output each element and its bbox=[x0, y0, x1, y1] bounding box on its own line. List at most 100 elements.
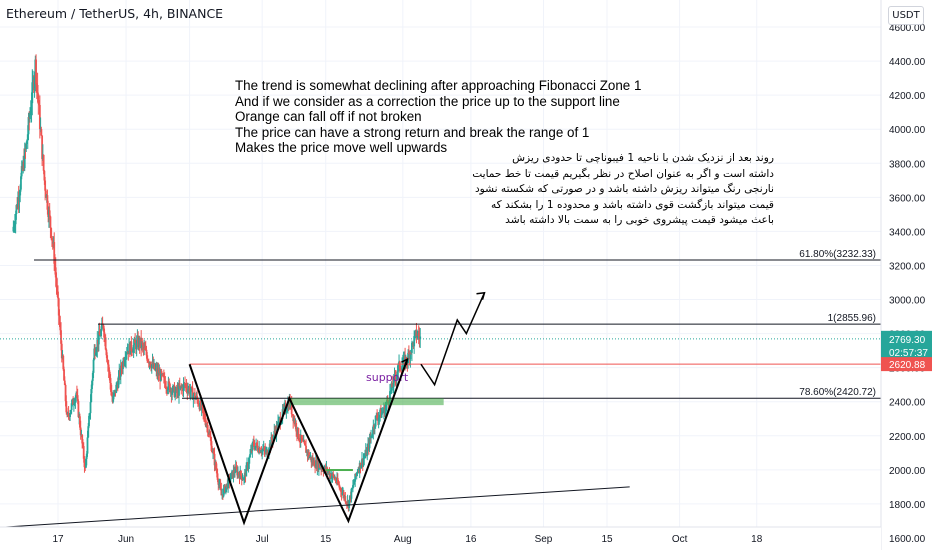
candle-body bbox=[233, 470, 236, 473]
drawings: support bbox=[0, 291, 630, 528]
time-tick-label: Oct bbox=[672, 534, 688, 545]
projection-arrowhead bbox=[476, 291, 486, 300]
candle-body bbox=[185, 384, 188, 390]
price-tick-label: 3800.00 bbox=[889, 159, 926, 170]
candle-body bbox=[14, 213, 17, 225]
price-tick-label: 4000.00 bbox=[889, 125, 926, 136]
candle-body bbox=[42, 154, 45, 171]
candle-body bbox=[84, 467, 87, 469]
candle-body bbox=[140, 337, 143, 348]
candle-body bbox=[261, 449, 264, 453]
candle-body bbox=[219, 483, 222, 489]
candle-body bbox=[49, 216, 52, 229]
candle-body bbox=[57, 291, 59, 299]
candle-body bbox=[303, 440, 306, 444]
fib-level-label: 78.60%(2420.72) bbox=[799, 387, 876, 398]
note-persian-line: روند بعد از نزدیک شدن با ناحیه 1 فیبوناچ… bbox=[512, 152, 774, 164]
candle-body bbox=[57, 298, 60, 316]
candle-body bbox=[167, 381, 170, 390]
candle-body bbox=[299, 440, 301, 442]
candle-body bbox=[96, 339, 99, 350]
candle-body bbox=[230, 473, 233, 480]
candle-body bbox=[242, 479, 245, 481]
candle-body bbox=[215, 462, 217, 470]
price-axis-bg bbox=[881, 0, 932, 550]
candle-body bbox=[13, 226, 16, 228]
candle-body bbox=[25, 143, 28, 150]
candle-body bbox=[308, 452, 310, 458]
note-persian: روند بعد از نزدیک شدن با ناحیه 1 فیبوناچ… bbox=[472, 151, 774, 229]
candle-body bbox=[160, 371, 163, 375]
candle-body bbox=[411, 342, 413, 353]
candle-body bbox=[105, 349, 108, 356]
candle-body bbox=[350, 488, 353, 499]
candle-body bbox=[224, 486, 227, 493]
candle-body bbox=[144, 347, 146, 350]
candle-body bbox=[295, 422, 298, 432]
time-tick-label: 16 bbox=[465, 534, 477, 545]
candle-body bbox=[70, 403, 73, 411]
candle-body bbox=[55, 277, 58, 288]
candle-body bbox=[272, 435, 275, 441]
candle-body bbox=[188, 387, 191, 395]
candle-body bbox=[189, 391, 192, 395]
candle-body bbox=[115, 384, 118, 393]
candle-body bbox=[92, 359, 95, 373]
support-label: support bbox=[366, 371, 409, 384]
candle-body bbox=[416, 335, 419, 337]
support-zone bbox=[289, 398, 444, 406]
price-tick-label: 4400.00 bbox=[889, 57, 926, 68]
candle-body bbox=[370, 435, 373, 437]
w-pattern-arrowhead bbox=[401, 357, 409, 366]
candle-body bbox=[85, 453, 88, 459]
candle-body bbox=[220, 488, 223, 496]
candle-body bbox=[336, 478, 339, 484]
currency-button[interactable]: USDT bbox=[888, 6, 924, 25]
candle-body bbox=[119, 365, 122, 377]
candle-body bbox=[67, 412, 70, 416]
candle-body bbox=[100, 329, 103, 337]
candle-body bbox=[213, 453, 216, 466]
candle-body bbox=[384, 408, 387, 416]
candle-body bbox=[237, 472, 240, 475]
candles bbox=[12, 54, 422, 512]
candle-body bbox=[103, 328, 106, 338]
candle-body bbox=[201, 404, 204, 408]
candle-body bbox=[215, 469, 218, 474]
time-tick-label: Jul bbox=[256, 534, 269, 545]
candle-body bbox=[121, 368, 124, 370]
candle-body bbox=[26, 134, 29, 141]
candle-body bbox=[59, 323, 62, 331]
candle-body bbox=[397, 364, 400, 372]
candle-body bbox=[263, 447, 266, 450]
price-tick-label: 4600.00 bbox=[889, 23, 926, 34]
candle-body bbox=[370, 435, 372, 439]
candle-body bbox=[72, 403, 75, 405]
candle-body bbox=[262, 449, 264, 451]
candle-body bbox=[273, 431, 276, 436]
candle-body bbox=[88, 413, 91, 416]
candle-body bbox=[110, 391, 113, 396]
candle-body bbox=[341, 493, 344, 495]
candle-body bbox=[414, 332, 416, 337]
candle-body bbox=[348, 500, 351, 509]
candle-body bbox=[81, 434, 84, 444]
candle-body bbox=[104, 337, 107, 350]
candle-body bbox=[339, 487, 341, 489]
candle-body bbox=[64, 384, 67, 402]
fib-level-label: 61.80%(3232.33) bbox=[799, 249, 876, 260]
price-tick-label: 2200.00 bbox=[889, 432, 926, 443]
candle-body bbox=[17, 197, 19, 208]
projection-path bbox=[420, 292, 486, 387]
candle-body bbox=[364, 455, 366, 458]
last-price-tag bbox=[881, 330, 932, 360]
candle-body bbox=[374, 415, 377, 427]
candle-body bbox=[270, 437, 273, 448]
candle-body bbox=[125, 353, 127, 360]
candle-body bbox=[69, 413, 71, 418]
candle-body bbox=[372, 425, 375, 434]
trend-line bbox=[0, 486, 630, 528]
candle-body bbox=[234, 466, 237, 473]
candle-body bbox=[48, 210, 51, 217]
